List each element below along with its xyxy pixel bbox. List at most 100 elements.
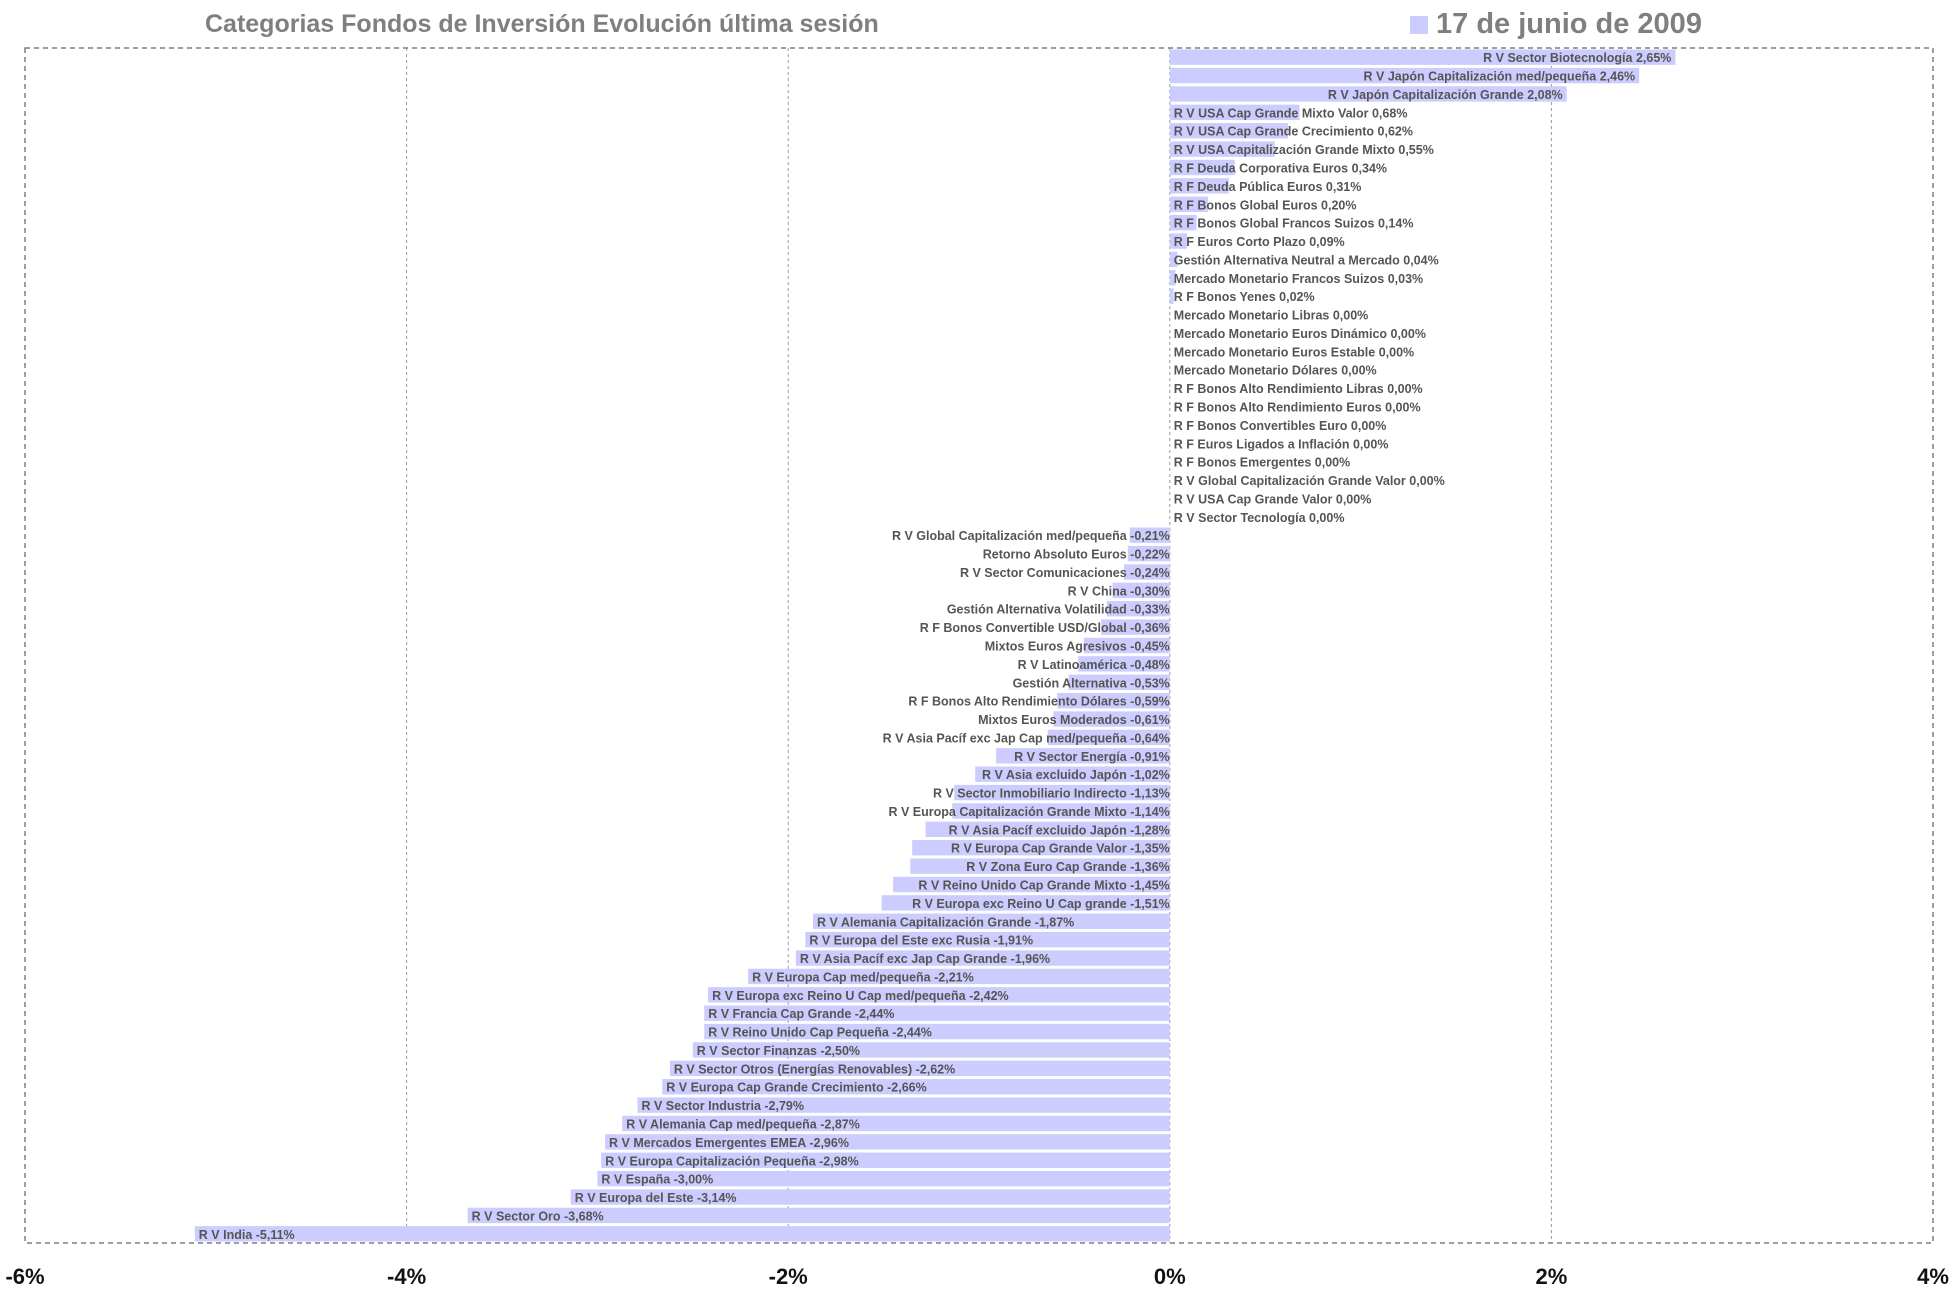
bar — [637, 1097, 1170, 1113]
bar-label: R V Zona Euro Cap Grande -1,36% — [966, 860, 1170, 874]
bar-label: Retorno Absoluto Euros -0,22% — [983, 548, 1170, 562]
bar — [1169, 141, 1275, 157]
bar — [996, 748, 1170, 764]
bar — [1169, 288, 1174, 304]
bar-label: Mixtos Euros Agresivos -0,45% — [985, 640, 1170, 654]
bar-label: R V Reino Unido Cap Pequeña -2,44% — [708, 1026, 932, 1040]
bar — [1169, 123, 1289, 139]
bar-label: R V Reino Unido Cap Grande Mixto -1,45% — [918, 879, 1169, 893]
bar-label: R F Euros Corto Plazo 0,09% — [1174, 235, 1345, 249]
bar-label: Mercado Monetario Euros Dinámico 0,00% — [1174, 327, 1426, 341]
bar — [1169, 233, 1187, 249]
bar-label: Mixtos Euros Moderados -0,61% — [978, 713, 1170, 727]
bar — [622, 1115, 1170, 1132]
bar — [813, 913, 1170, 929]
bar — [669, 1060, 1170, 1077]
bar-label: R F Deuda Corporativa Euros 0,34% — [1174, 162, 1387, 176]
bar — [912, 840, 1170, 856]
bar-label: R V Sector Comunicaciones -0,24% — [960, 566, 1170, 580]
bar — [881, 895, 1170, 911]
bar — [1169, 214, 1197, 231]
x-tick-label: -4% — [387, 1264, 426, 1289]
bar-label: R V Europa exc Reino U Cap grande -1,51% — [912, 897, 1170, 911]
x-tick-label: 2% — [1536, 1264, 1568, 1289]
bar-label: R F Euros Ligados a Inflación 0,00% — [1174, 437, 1389, 451]
bar-label: R V Japón Capitalización Grande 2,08% — [1328, 88, 1563, 102]
bar-label: R F Bonos Yenes 0,02% — [1174, 290, 1315, 304]
bar-label: R V Sector Inmobiliario Indirecto -1,13% — [933, 787, 1170, 801]
bar-label: R V Alemania Cap med/pequeña -2,87% — [626, 1118, 860, 1132]
bar — [925, 821, 1170, 838]
bar-label: R V USA Cap Grande Crecimiento 0,62% — [1174, 125, 1413, 139]
bar-label: R V Sector Biotecnología 2,65% — [1483, 51, 1671, 65]
bar-label: Gestión Alternativa Neutral a Mercado 0,… — [1174, 253, 1439, 267]
bar — [1057, 692, 1170, 709]
bar — [704, 1023, 1170, 1040]
bar-labels: R V Sector Biotecnología 2,65% R V Japón … — [199, 51, 1672, 1242]
bar-label: R V USA Cap Grande Valor 0,00% — [1174, 492, 1372, 506]
x-tick-label: 0% — [1154, 1264, 1186, 1289]
bar-label: Gestión Alternativa -0,53% — [1013, 676, 1170, 690]
bar — [1169, 104, 1300, 121]
bar — [910, 858, 1170, 874]
bar-label: R V China -0,30% — [1068, 584, 1170, 598]
bar-label: R V Global Capitalización med/pequeña -0… — [892, 529, 1170, 543]
bar-label: R V Alemania Capitalización Grande -1,87… — [817, 915, 1074, 929]
bar-label: R V Asia Pacíf exc Jap Cap Grande -1,96% — [800, 952, 1050, 966]
bar — [1124, 564, 1170, 580]
plot-frame — [24, 47, 1934, 1244]
bar-label: R V Europa Capitalización Pequeña -2,98% — [605, 1154, 859, 1168]
bar-label: R V Mercados Emergentes EMEA -2,96% — [609, 1136, 849, 1150]
bar — [1169, 270, 1176, 286]
bar-label: R V Europa Cap Grande Crecimiento -2,66% — [666, 1081, 927, 1095]
bar-label: R F Deuda Pública Euros 0,31% — [1174, 180, 1362, 194]
bar — [1127, 545, 1170, 562]
bar-label: R V Asia excluido Japón -1,02% — [982, 768, 1170, 782]
bar — [601, 1152, 1170, 1168]
bar — [1068, 674, 1170, 690]
x-tick-label: -6% — [5, 1264, 44, 1289]
bar — [1169, 67, 1640, 84]
bar-label: R F Bonos Convertible USD/Global -0,36% — [920, 621, 1170, 635]
bar — [692, 1042, 1170, 1058]
bar-label: R F Bonos Global Francos Suizos 0,14% — [1174, 217, 1414, 231]
bar — [1083, 637, 1170, 654]
bar — [1169, 196, 1208, 212]
bar-label: Mercado Monetario Libras 0,00% — [1174, 309, 1369, 323]
bar — [1047, 729, 1170, 746]
bar — [795, 950, 1170, 966]
bar-label: R V Asia Pacíf exc Jap Cap med/pequeña -… — [883, 731, 1170, 745]
bar — [570, 1189, 1170, 1205]
bar-label: Mercado Monetario Euros Estable 0,00% — [1174, 345, 1414, 359]
bar-label: R V USA Capitalización Grande Mixto 0,55… — [1174, 143, 1434, 157]
bar — [704, 1005, 1170, 1021]
bar-label: Mercado Monetario Francos Suizos 0,03% — [1174, 272, 1423, 286]
bar-label: R V Asia Pacíf excluido Japón -1,28% — [949, 823, 1170, 837]
legend-label: 17 de junio de 2009 — [1436, 8, 1702, 40]
bar — [662, 1079, 1170, 1095]
bar — [975, 766, 1170, 782]
bar — [805, 931, 1170, 948]
bar-label: R V USA Cap Grande Mixto Valor 0,68% — [1174, 106, 1408, 120]
bar-label: Gestión Alternativa Volatilidad -0,33% — [947, 603, 1170, 617]
bar — [597, 1170, 1170, 1187]
bar-label: R V España -3,00% — [601, 1173, 713, 1187]
bar — [194, 1226, 1170, 1242]
bar — [1129, 527, 1170, 543]
chart-title: Categorias Fondos de Inversión Evolución… — [205, 10, 879, 38]
bar — [1078, 656, 1170, 672]
x-tick-label: -2% — [769, 1264, 808, 1289]
bar-label: Mercado Monetario Dólares 0,00% — [1174, 364, 1377, 378]
bar-label: R V Europa Cap med/pequeña -2,21% — [752, 970, 974, 984]
bar-label: R V India -5,11% — [199, 1228, 295, 1242]
bar — [1106, 601, 1170, 617]
bar — [1101, 619, 1170, 635]
bar — [1169, 159, 1235, 176]
bar — [893, 876, 1170, 893]
bar-label: R F Bonos Alto Rendimiento Libras 0,00% — [1174, 382, 1423, 396]
bar — [1169, 178, 1229, 194]
bar-label: R V Europa del Este -3,14% — [575, 1191, 737, 1205]
bar-label: R V Sector Oro -3,68% — [472, 1209, 604, 1223]
bar-label: R V Sector Otros (Energías Renovables) -… — [674, 1062, 955, 1076]
